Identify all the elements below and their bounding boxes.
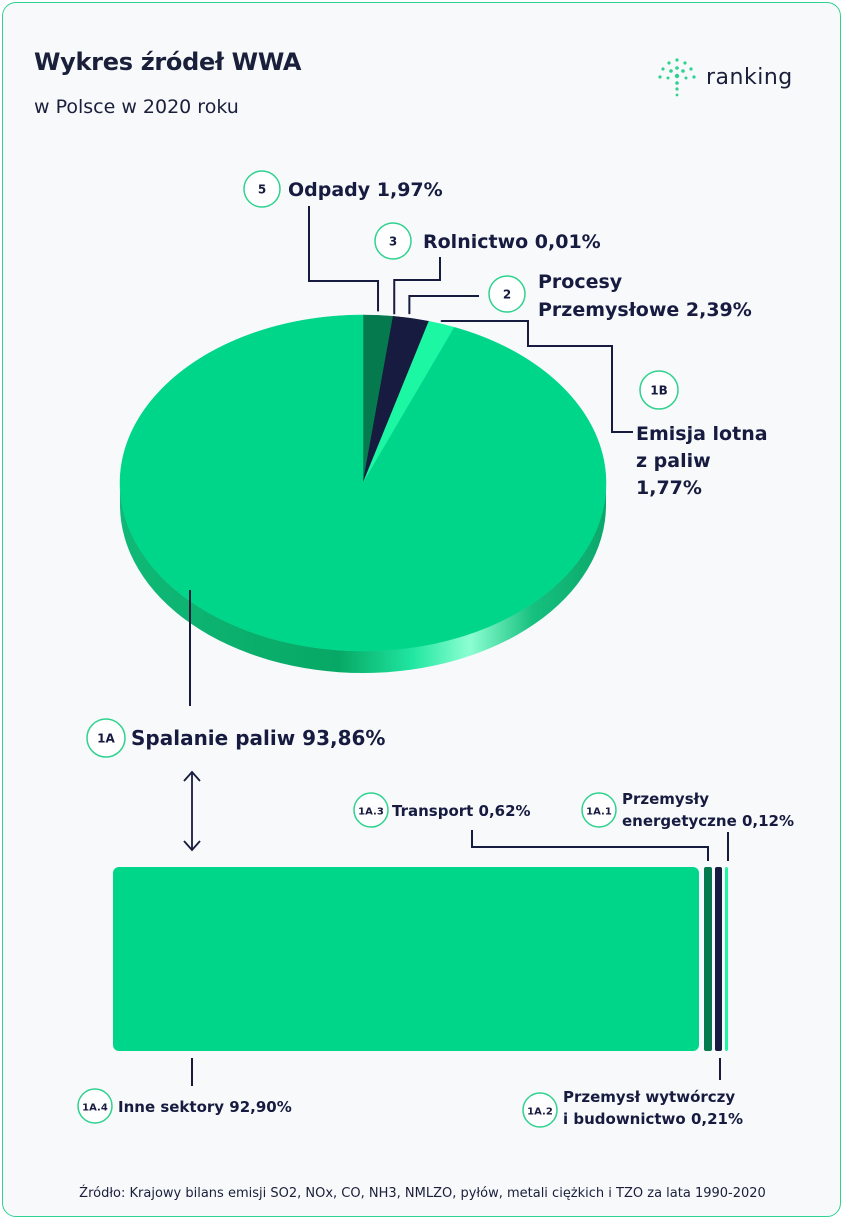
bar-label-1a4: Inne sektory 92,90% [118, 1098, 292, 1116]
badge-1a1-circle [581, 792, 617, 828]
page-subtitle: w Polsce w 2020 roku [34, 96, 239, 118]
pie-label-1b-line-1: Emisja lotna [636, 423, 768, 445]
badge-1b-text: 1B [650, 384, 668, 398]
bar-label-1a2-line-2: i budownictwo 0,21% [563, 1110, 743, 1128]
leader-line-1b [440, 320, 633, 433]
badge-1a2-circle [522, 1092, 558, 1128]
leader-line-3 [393, 257, 441, 315]
double-arrow-head-up [183, 770, 201, 782]
bar-label-1a1-line-1: Przemysły [622, 790, 709, 808]
leader-line-1a3 [471, 830, 709, 861]
badge-5-circle [243, 170, 281, 208]
badge-1b-circle [639, 370, 679, 410]
ranking-logo-icon [658, 58, 696, 97]
pie-label-2-line-1: Procesy [538, 271, 623, 293]
bar-label-1a1-line-2: energetyczne 0,12% [622, 812, 794, 830]
double-arrow-head-down [183, 840, 201, 852]
pie-label-1a: Spalanie paliw 93,86% [131, 726, 385, 750]
bar-segment-1a1 [725, 867, 728, 1051]
badge-2-text: 2 [503, 288, 511, 302]
badge-1a3-text: 1A.3 [358, 807, 384, 818]
badge-1a4-text: 1A.4 [82, 1103, 108, 1114]
pie-slice-1a [119, 314, 607, 652]
badge-3-text: 3 [389, 235, 397, 249]
bar-segment-1a3 [704, 867, 712, 1051]
brand-logo: ranking [656, 56, 793, 98]
badge-1a1-text: 1A.1 [586, 807, 612, 818]
bar-label-1a2-line-1: Przemysł wytwórczy [563, 1088, 735, 1106]
bar-label-1a3: Transport 0,62% [392, 802, 531, 820]
badge-1a-circle [86, 718, 126, 758]
page-title: Wykres źródeł WWA [34, 48, 302, 76]
badge-3-circle [374, 222, 412, 260]
pie-label-3: Rolnictwo 0,01% [423, 231, 601, 253]
badge-1a2-text: 1A.2 [527, 1107, 553, 1118]
pie-label-1b-line-3: 1,77% [636, 477, 702, 499]
pie-label-1b-line-2: z paliw [636, 450, 711, 472]
badge-1a3-circle [353, 792, 389, 828]
badge-5-text: 5 [258, 183, 266, 197]
bar-segment-1a2 [715, 867, 722, 1051]
brand-name: ranking [706, 64, 793, 90]
badge-1a4-circle [77, 1088, 113, 1124]
source-note: Źródło: Krajowy bilans emisji SO2, NOx, … [79, 1186, 766, 1201]
leader-line-2 [408, 295, 479, 315]
pie-label-2-line-2: Przemysłowe 2,39% [538, 299, 752, 321]
leader-line-5 [308, 206, 380, 312]
pie-label-5: Odpady 1,97% [288, 179, 443, 201]
badge-1a-text: 1A [97, 732, 115, 746]
bar-segment-1a4 [113, 867, 699, 1051]
badge-2-circle [488, 275, 526, 313]
